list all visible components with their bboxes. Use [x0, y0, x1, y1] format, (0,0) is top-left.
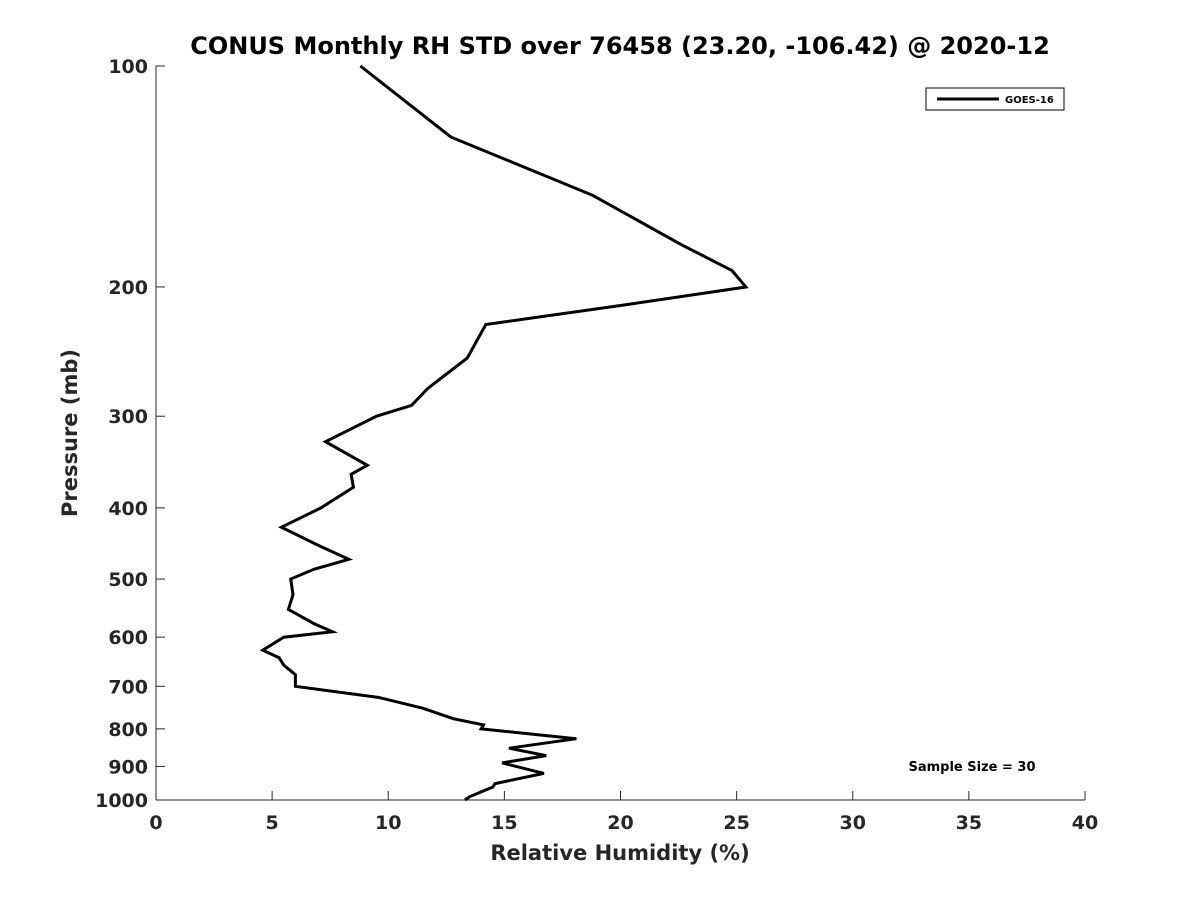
x-tick-label: 20	[607, 812, 633, 834]
series-line-goes-16	[259, 64, 749, 802]
x-tick-label: 30	[840, 812, 866, 834]
y-tick-label: 500	[108, 569, 148, 591]
y-axis-ticks: 100 200 300 400 500 600 700 800 900 1000	[95, 56, 165, 812]
y-tick-label: 600	[108, 627, 148, 649]
y-tick-label: 700	[108, 676, 148, 698]
y-tick-label: 100	[108, 56, 148, 78]
y-tick-label: 400	[108, 498, 148, 520]
legend: GOES-16	[925, 87, 1065, 111]
y-tick-label: 1000	[95, 790, 148, 812]
x-tick-label: 15	[491, 812, 517, 834]
x-axis-ticks: 0 5 10 15 20 25 30 35 40	[149, 791, 1098, 834]
x-tick-label: 40	[1072, 812, 1098, 834]
legend-label-goes-16: GOES-16	[1005, 95, 1054, 106]
y-tick-label: 800	[108, 719, 148, 741]
series-layer	[259, 64, 749, 802]
y-tick-label: 900	[108, 756, 148, 778]
x-tick-label: 25	[723, 812, 749, 834]
y-tick-label: 200	[108, 277, 148, 299]
y-axis-label: Pressure (mb)	[58, 349, 82, 517]
sample-size-annotation: Sample Size = 30	[908, 760, 1035, 775]
chart-title: CONUS Monthly RH STD over 76458 (23.20, …	[190, 32, 1050, 60]
x-tick-label: 5	[266, 812, 279, 834]
x-tick-label: 0	[149, 812, 162, 834]
x-tick-label: 35	[956, 812, 982, 834]
y-tick-label: 300	[108, 406, 148, 428]
x-tick-label: 10	[375, 812, 401, 834]
x-axis-label: Relative Humidity (%)	[490, 841, 749, 865]
